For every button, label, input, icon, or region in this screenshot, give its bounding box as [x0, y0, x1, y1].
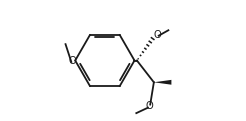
- Text: O: O: [153, 30, 161, 40]
- Text: O: O: [69, 56, 77, 65]
- Polygon shape: [154, 80, 171, 85]
- Text: O: O: [146, 102, 154, 111]
